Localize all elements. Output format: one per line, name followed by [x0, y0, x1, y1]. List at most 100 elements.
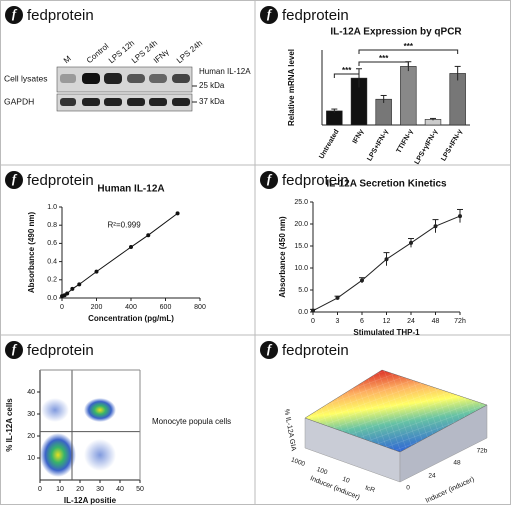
right-axis-label: Inducer (inducer)	[425, 476, 476, 505]
significance-label: ***	[379, 54, 389, 63]
logo-badge	[5, 171, 23, 189]
x-tick-label: 20	[76, 486, 84, 493]
y-tick-label: 0.6	[47, 240, 57, 247]
x-tick-label: 6	[360, 318, 364, 325]
x-tick-label: 10	[56, 486, 64, 493]
y-tick-label: 0.0	[298, 309, 308, 316]
band	[60, 74, 76, 83]
logo-badge	[260, 341, 278, 359]
chart-title: Human IL-12A	[97, 184, 164, 195]
lane-label: IFNγ	[152, 47, 171, 65]
significance-label: ***	[342, 66, 352, 75]
band	[127, 74, 145, 83]
band	[82, 73, 100, 84]
left-tick-label: 1000	[290, 456, 306, 468]
z-axis-label: % IL-12A GIA	[283, 409, 297, 452]
y-tick-label: 0.0	[47, 295, 57, 302]
y-tick-label: 0.2	[47, 277, 57, 284]
significance-label: ***	[404, 42, 414, 51]
x-tick-label: 3	[336, 318, 340, 325]
x-tick-label: LPS+IFN-γ	[366, 128, 390, 162]
band	[149, 74, 167, 83]
point	[77, 282, 82, 287]
left-axis-label: Inducer (inducer)	[309, 475, 361, 501]
y-tick-label: 20.0	[294, 221, 308, 228]
left-tick-label: 10	[341, 476, 351, 485]
chart-title: IL-12A Secretion Kinetics	[326, 179, 447, 190]
x-axis-label: IL-12A positie	[64, 496, 117, 505]
right-tick-label: 48	[453, 460, 461, 467]
logo: f	[12, 341, 18, 356]
lane-label: LPS 24h	[175, 39, 204, 66]
right-tick-label: 0	[406, 485, 410, 492]
x-tick-label: 12	[383, 318, 391, 325]
y-tick-label: 10.0	[294, 265, 308, 272]
x-tick-label: 0	[60, 304, 64, 311]
x-axis-label: Concentration (pg/mL)	[88, 314, 174, 323]
logo: f	[267, 341, 273, 356]
brand: fedprotein	[27, 342, 94, 359]
right-tick-label: 24	[428, 473, 436, 480]
y-axis-label: % IL-12A cells	[5, 398, 14, 452]
chart-title: IL-12A Expression by qPCR	[330, 27, 462, 38]
point	[433, 224, 438, 229]
significance-bracket	[358, 61, 409, 66]
left-tick-label: 100	[316, 466, 329, 476]
y-tick-label: 0.4	[47, 258, 57, 265]
blot-strip	[56, 66, 193, 93]
band	[172, 98, 190, 106]
brand: fedprotein	[282, 7, 349, 24]
y-tick-label: 5.0	[298, 287, 308, 294]
band	[82, 98, 100, 106]
x-tick-label: LPS+IFN-γ	[440, 128, 464, 162]
row-label: GAPDH	[4, 96, 34, 106]
x-tick-label: 0	[38, 486, 42, 493]
marker-label: Human IL-12A	[199, 67, 251, 76]
point	[409, 240, 413, 245]
x-tick-label: 200	[91, 304, 103, 311]
band	[149, 98, 167, 106]
brand: fedprotein	[27, 172, 94, 189]
band	[60, 98, 76, 106]
point	[146, 233, 151, 238]
marker-label: 25 kDa	[199, 81, 225, 90]
y-axis-label: Absorbance (490 nm)	[27, 211, 36, 293]
logo-badge	[260, 6, 278, 24]
point	[175, 211, 180, 216]
logo: f	[267, 171, 273, 186]
point	[65, 291, 70, 296]
logo: f	[12, 6, 18, 21]
band	[104, 98, 122, 106]
point	[360, 278, 364, 283]
marker-label: 37 kDa	[199, 97, 225, 106]
x-tick-label: 30	[96, 486, 104, 493]
x-axis-label: Stimulated THP-1	[353, 328, 420, 337]
x-tick-label: 24	[407, 318, 415, 325]
lane-label: Control	[85, 42, 111, 66]
y-axis-label: Absorbance (450 nm)	[278, 216, 287, 298]
x-tick-label: 72h	[454, 318, 466, 325]
lane-label: M	[62, 54, 73, 65]
x-tick-label: 400	[125, 304, 137, 311]
flow-density	[40, 398, 116, 477]
annotation: R²=0.999	[108, 220, 142, 229]
x-tick-label: 48	[432, 318, 440, 325]
brand: fedprotein	[27, 7, 94, 24]
row-label: Cell lysates	[4, 73, 47, 83]
point	[94, 269, 99, 274]
significance-bracket	[358, 49, 459, 54]
y-tick-label: 1.0	[47, 204, 57, 211]
x-tick-label: 600	[160, 304, 172, 311]
y-tick-label: 40	[27, 389, 35, 396]
bar	[326, 110, 343, 126]
band	[104, 73, 122, 84]
x-tick-label: 50	[136, 486, 144, 493]
x-tick-label: 0	[311, 318, 315, 325]
bar	[375, 98, 392, 126]
logo-badge	[5, 6, 23, 24]
x-tick-label: IFNγ	[352, 128, 366, 145]
band	[172, 74, 190, 83]
y-tick-label: 30	[27, 411, 35, 418]
logo-badge	[5, 341, 23, 359]
